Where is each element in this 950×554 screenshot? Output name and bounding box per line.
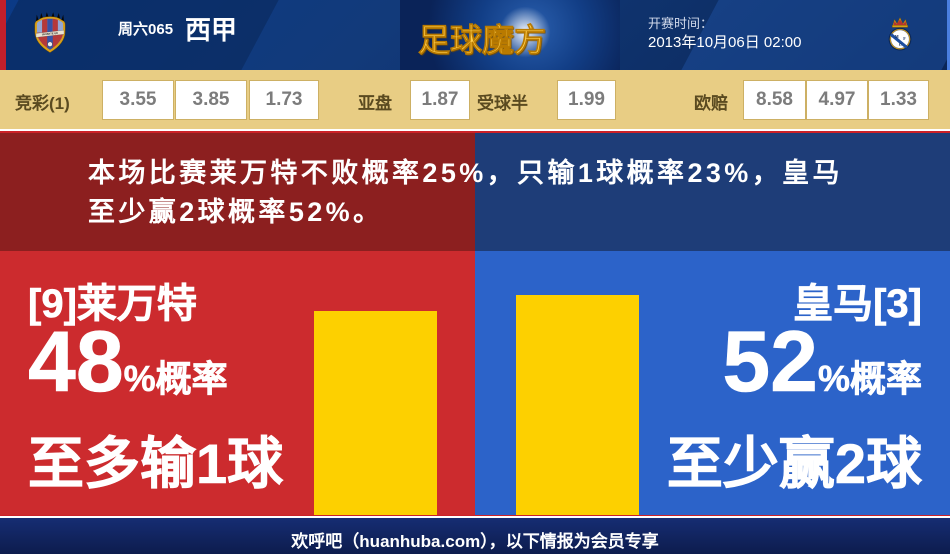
svg-text:M: M: [895, 34, 899, 39]
svg-text:C: C: [899, 42, 902, 47]
